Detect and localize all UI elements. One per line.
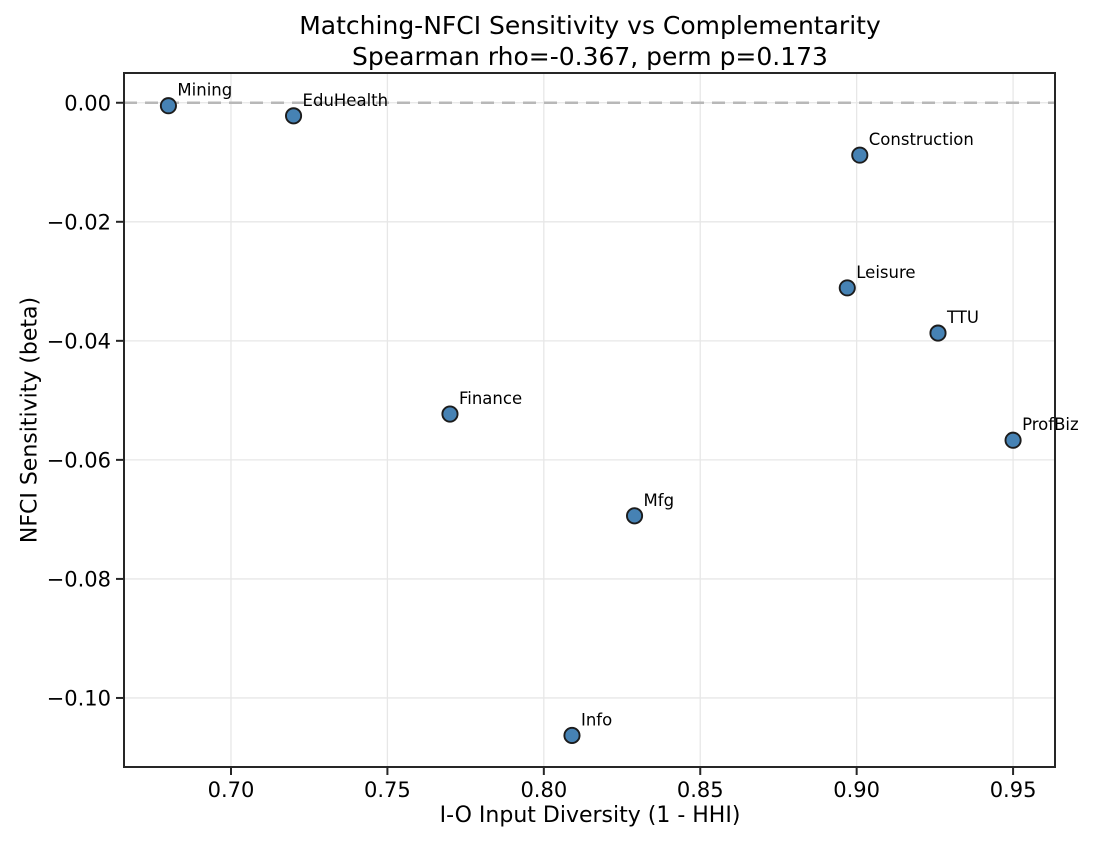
y-axis-label: NFCI Sensitivity (beta) — [17, 296, 43, 544]
data-point-EduHealth — [285, 107, 303, 125]
plot-border — [123, 72, 1056, 768]
x-tick-label-5: 0.95 — [990, 778, 1037, 802]
point-label-Finance: Finance — [459, 389, 522, 408]
x-tick-label-2: 0.80 — [520, 778, 567, 802]
point-label-Mfg: Mfg — [644, 491, 675, 510]
y-tick-label-0: 0.00 — [64, 91, 111, 115]
y-tick-label-4: −0.08 — [47, 567, 111, 591]
x-axis-label: I-O Input Diversity (1 - HHI) — [439, 803, 741, 828]
point-label-EduHealth: EduHealth — [303, 91, 389, 110]
point-label-Construction: Construction — [869, 130, 974, 149]
data-point-Construction — [851, 146, 869, 164]
x-tick-label-0: 0.70 — [208, 778, 255, 802]
data-point-Finance — [441, 405, 459, 423]
point-label-ProfBiz: ProfBiz — [1022, 415, 1079, 434]
x-tick-label-3: 0.85 — [677, 778, 724, 802]
x-tick-label-4: 0.90 — [833, 778, 880, 802]
point-label-TTU: TTU — [946, 308, 979, 327]
data-point-Mfg — [625, 507, 644, 525]
data-point-ProfBiz — [1004, 431, 1022, 449]
point-label-Info: Info — [581, 710, 612, 729]
data-point-TTU — [929, 324, 947, 342]
y-tick-label-5: −0.10 — [47, 686, 111, 710]
data-point-Leisure — [838, 279, 856, 297]
chart-title-block: Matching-NFCI Sensitivity vs Complementa… — [299, 10, 881, 72]
y-tick-label-3: −0.06 — [47, 448, 111, 472]
x-tick-label-1: 0.75 — [364, 778, 411, 802]
y-tick-label-1: −0.02 — [47, 210, 111, 234]
point-label-Mining: Mining — [177, 81, 232, 100]
chart-title: Matching-NFCI Sensitivity vs Complementa… — [299, 11, 881, 40]
data-point-Info — [563, 726, 581, 745]
chart-subtitle: Spearman rho=-0.367, perm p=0.173 — [352, 42, 828, 71]
point-label-Leisure: Leisure — [856, 263, 915, 282]
data-point-Mining — [159, 97, 177, 115]
y-tick-label-2: −0.04 — [47, 329, 111, 353]
